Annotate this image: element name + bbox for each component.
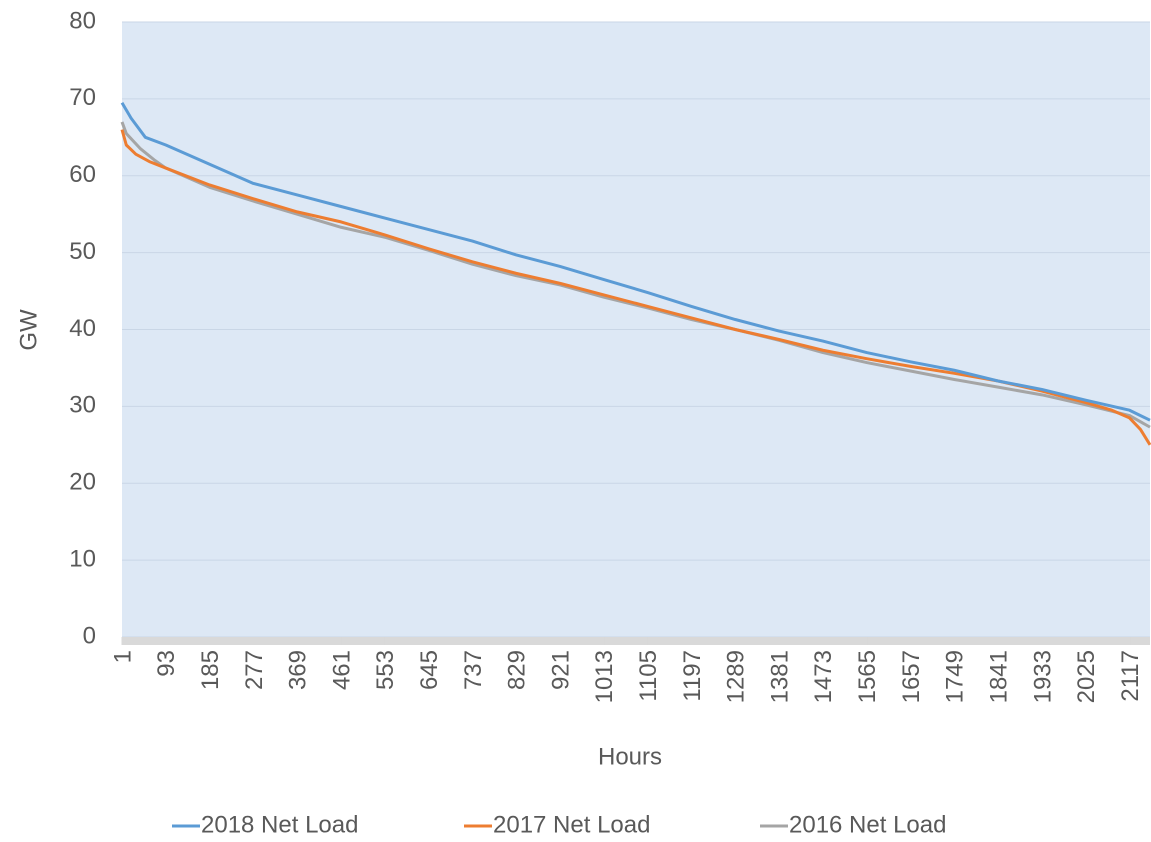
x-tick-label: 1933: [1029, 650, 1056, 703]
x-tick-label: 1013: [591, 650, 618, 703]
y-tick-label: 30: [69, 392, 96, 419]
x-tick-label: 1841: [985, 650, 1012, 703]
x-tick-label: 1749: [942, 650, 969, 703]
y-tick-label: 50: [69, 238, 96, 265]
x-axis: [122, 637, 1150, 645]
x-tick-label: 1473: [810, 650, 837, 703]
y-tick-label: 60: [69, 161, 96, 188]
y-tick-label: 10: [69, 545, 96, 572]
x-tick-label: 553: [372, 650, 399, 690]
legend-label: 2017 Net Load: [493, 811, 650, 838]
y-tick-label: 20: [69, 469, 96, 496]
x-tick-label: 737: [460, 650, 487, 690]
y-tick-label: 70: [69, 84, 96, 111]
legend-label: 2016 Net Load: [789, 811, 946, 838]
y-axis-title: GW: [15, 309, 42, 351]
y-tick-label: 40: [69, 315, 96, 342]
x-axis-title: Hours: [598, 743, 662, 770]
x-tick-label: 1: [109, 650, 136, 663]
y-tick-label: 80: [69, 7, 96, 34]
y-tick-label: 0: [83, 622, 96, 649]
legend-label: 2018 Net Load: [201, 811, 358, 838]
x-tick-label: 1197: [679, 650, 706, 702]
x-tick-label: 2025: [1073, 650, 1100, 703]
x-tick-label: 1565: [854, 650, 881, 703]
x-tick-label: 277: [241, 650, 268, 690]
x-tick-label: 645: [416, 650, 443, 690]
x-tick-label: 461: [328, 650, 355, 690]
x-tick-label: 921: [547, 650, 574, 690]
x-tick-label: 93: [153, 650, 180, 677]
series-line: [120, 101, 1151, 422]
x-tick-label: 1105: [635, 650, 662, 702]
series-line: [120, 129, 1151, 446]
x-tick-label: 1657: [898, 650, 925, 703]
x-tick-label: 1289: [723, 650, 750, 703]
x-tick-label: 369: [285, 650, 312, 690]
x-tick-label: 829: [504, 650, 531, 690]
x-tick-label: 185: [197, 650, 224, 690]
x-tick-label: 2117: [1117, 650, 1144, 702]
x-tick-label: 1381: [766, 650, 793, 703]
